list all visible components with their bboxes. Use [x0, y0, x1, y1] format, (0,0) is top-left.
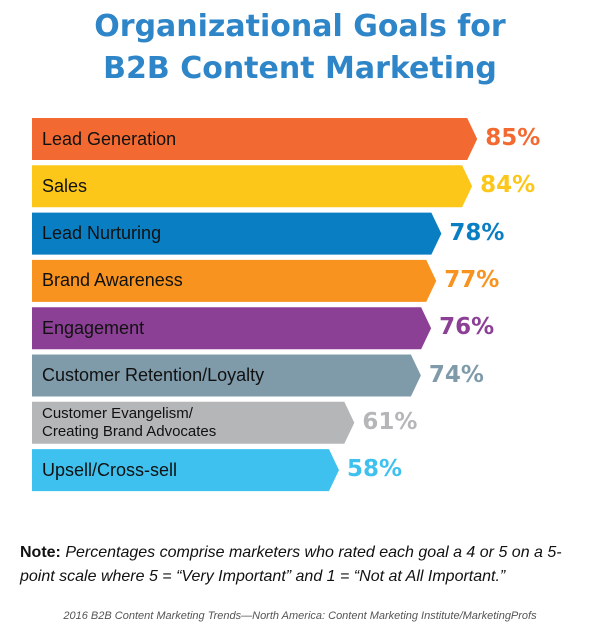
bar-6: [32, 401, 355, 444]
bar-label-2: Lead Nurturing: [42, 223, 162, 244]
note-lead: Note:: [20, 544, 61, 561]
chart-note: Note: Percentages comprise marketers who…: [20, 541, 595, 589]
bar-value-1: 84%: [480, 172, 536, 199]
bar-2: [32, 212, 442, 255]
bar-value-0: 85%: [485, 125, 541, 151]
bar-7: [32, 449, 339, 492]
bar-5: [32, 354, 421, 397]
bar-value-4: 76%: [439, 314, 495, 341]
bar-0: [32, 118, 478, 160]
source-credit: 2016 B2B Content Marketing Trends—North …: [63, 610, 537, 622]
bar-value-6: 61%: [362, 408, 418, 435]
bar-value-7: 58%: [346, 456, 403, 483]
bar-label-7: Upsell/Cross-sell: [42, 459, 178, 480]
bar-value-5: 74%: [428, 361, 484, 388]
bar-label-1: Sales: [42, 175, 88, 196]
bar-label-3: Brand Awareness: [42, 270, 183, 291]
bar-4: [32, 307, 432, 350]
note-text: Percentages comprise marketers who rated…: [20, 544, 562, 585]
bar-3: [32, 259, 437, 302]
bar-label-5: Customer Retention/Loyalty: [42, 365, 265, 385]
bar-1: [32, 165, 473, 208]
bar-label-0: Lead Generation: [42, 128, 177, 149]
bar-label-6: Customer Evangelism/ Creating Brand Advo…: [42, 404, 217, 440]
chart-title-line-1: Organizational Goals for: [94, 9, 506, 44]
chart-title-line-2: B2B Content Marketing: [103, 51, 497, 86]
bar-label-4: Engagement: [42, 317, 145, 338]
bar-value-2: 78%: [449, 219, 505, 246]
chart-title: Organizational Goals for B2B Content Mar…: [0, 6, 600, 90]
bar-value-3: 77%: [444, 266, 500, 293]
